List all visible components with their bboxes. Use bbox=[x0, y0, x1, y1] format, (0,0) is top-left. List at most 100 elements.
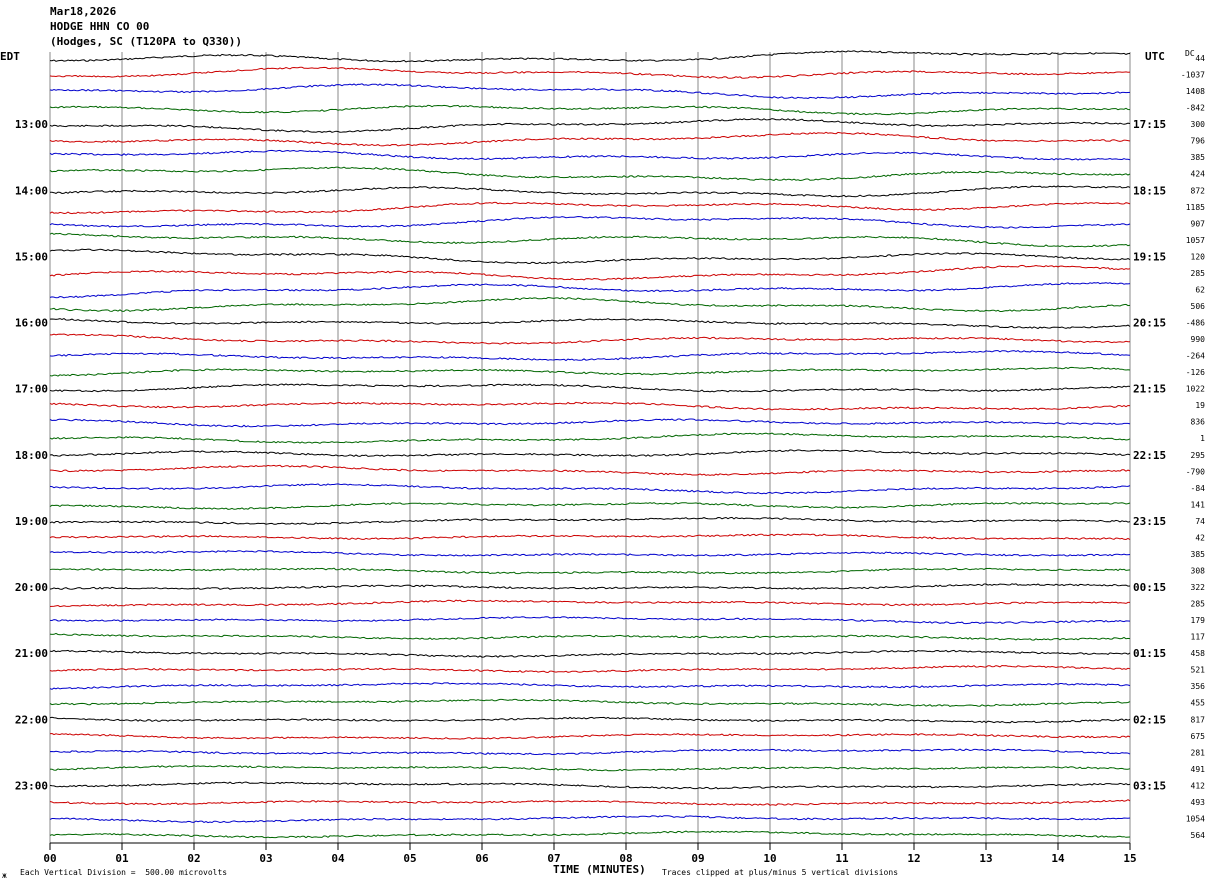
dc-offset-label: 385 bbox=[1191, 153, 1206, 162]
trace-line bbox=[49, 815, 1131, 824]
trace-line bbox=[49, 232, 1131, 248]
trace-line bbox=[50, 333, 1130, 345]
dc-offset-label: 836 bbox=[1191, 418, 1206, 427]
dc-offset-label: 907 bbox=[1191, 219, 1206, 228]
x-tick-label: 02 bbox=[187, 852, 200, 865]
dc-offset-label: 564 bbox=[1191, 831, 1206, 840]
x-tick-label: 07 bbox=[547, 852, 560, 865]
scale-note: Each Vertical Division = 500.00 microvol… bbox=[20, 868, 228, 877]
trace-line bbox=[49, 350, 1131, 362]
trace-line bbox=[49, 118, 1131, 133]
trace-line bbox=[49, 432, 1131, 444]
dc-offset-label: 675 bbox=[1191, 732, 1206, 741]
trace-line bbox=[49, 567, 1131, 575]
dc-offset-label: 356 bbox=[1191, 682, 1206, 691]
trace-line bbox=[49, 104, 1131, 116]
trace-line bbox=[49, 215, 1131, 229]
x-tick-label: 13 bbox=[979, 852, 992, 865]
trace-line bbox=[49, 516, 1131, 525]
x-tick-label: 12 bbox=[907, 852, 920, 865]
dc-offset-label: -790 bbox=[1186, 467, 1205, 476]
dc-offset-label: 455 bbox=[1191, 699, 1206, 708]
trace-line bbox=[49, 501, 1131, 510]
hour-label-right: 23:15 bbox=[1133, 515, 1166, 528]
trace-line bbox=[49, 799, 1131, 806]
hour-label-left: 14:00 bbox=[15, 184, 48, 197]
trace-line bbox=[49, 264, 1131, 281]
dc-offset-label: 74 bbox=[1195, 517, 1205, 526]
dc-offset-label: 424 bbox=[1191, 170, 1206, 179]
dc-offset-label: 44 bbox=[1195, 54, 1205, 63]
dc-offset-label: -486 bbox=[1186, 319, 1205, 328]
dc-offset-label: 19 bbox=[1195, 401, 1205, 410]
dc-offset-label: 491 bbox=[1191, 765, 1206, 774]
trace-line bbox=[49, 732, 1131, 740]
trace-line bbox=[49, 550, 1131, 557]
dc-offset-label: -842 bbox=[1186, 104, 1205, 113]
trace-line bbox=[49, 664, 1131, 674]
hour-label-right: 00:15 bbox=[1133, 581, 1166, 594]
hour-label-right: 20:15 bbox=[1133, 317, 1166, 330]
dc-offset-label: 493 bbox=[1191, 798, 1206, 807]
hour-label-left: 19:00 bbox=[15, 515, 48, 528]
dc-offset-label: 412 bbox=[1191, 781, 1206, 790]
left-timezone-label: EDT bbox=[0, 50, 20, 63]
dc-offset-label: 300 bbox=[1191, 120, 1206, 129]
trace-line bbox=[49, 682, 1131, 690]
trace-line bbox=[49, 318, 1131, 330]
trace-line bbox=[49, 748, 1131, 756]
trace-line bbox=[49, 583, 1131, 590]
hour-label-left: 15:00 bbox=[15, 250, 48, 263]
hour-label-right: 03:15 bbox=[1133, 779, 1166, 792]
dc-offset-label: -126 bbox=[1186, 368, 1205, 377]
hour-label-left: 21:00 bbox=[15, 647, 48, 660]
trace-line bbox=[49, 698, 1131, 707]
trace-line bbox=[49, 483, 1131, 495]
trace-line bbox=[50, 464, 1131, 476]
dc-offset-label: 458 bbox=[1191, 649, 1206, 658]
header-location: (Hodges, SC (T120PA to Q330)) bbox=[50, 35, 243, 48]
hour-label-left: 17:00 bbox=[15, 383, 48, 396]
dc-offset-label: 42 bbox=[1195, 533, 1205, 542]
trace-line bbox=[49, 296, 1131, 312]
clip-note: Traces clipped at plus/minus 5 vertical … bbox=[662, 868, 899, 877]
hour-label-right: 21:15 bbox=[1133, 383, 1166, 396]
right-timezone-label: UTC bbox=[1145, 50, 1165, 63]
trace-line bbox=[49, 281, 1131, 299]
hour-label-left: 16:00 bbox=[15, 317, 48, 330]
dc-offset-label: 308 bbox=[1191, 566, 1206, 575]
dc-offset-label: 1054 bbox=[1186, 814, 1205, 823]
dc-offset-label: 506 bbox=[1191, 302, 1206, 311]
dc-offset-label: 120 bbox=[1191, 252, 1206, 261]
header-station: HODGE HHN CO 00 bbox=[50, 20, 150, 33]
dc-offset-label: 1185 bbox=[1186, 203, 1205, 212]
dc-offset-label: -264 bbox=[1186, 352, 1205, 361]
hour-label-right: 02:15 bbox=[1133, 713, 1166, 726]
x-tick-label: 10 bbox=[763, 852, 776, 865]
dc-offset-label: 117 bbox=[1191, 633, 1206, 642]
dc-offset-label: 281 bbox=[1191, 748, 1206, 757]
trace-line bbox=[49, 166, 1131, 182]
dc-offset-label: 285 bbox=[1191, 269, 1206, 278]
dc-offset-label: 62 bbox=[1195, 285, 1205, 294]
trace-line bbox=[50, 185, 1131, 198]
trace-line bbox=[49, 716, 1131, 724]
x-tick-label: 00 bbox=[43, 852, 56, 865]
dc-label: DC bbox=[1185, 49, 1195, 58]
header-date: Mar18,2026 bbox=[50, 5, 117, 18]
x-tick-label: 14 bbox=[1051, 852, 1065, 865]
trace-line bbox=[49, 632, 1131, 641]
trace-line bbox=[49, 366, 1131, 377]
trace-line bbox=[49, 616, 1131, 625]
trace-line bbox=[49, 418, 1131, 428]
trace-line bbox=[49, 765, 1131, 772]
x-tick-label: 06 bbox=[475, 852, 489, 865]
hour-label-left: 20:00 bbox=[15, 581, 48, 594]
dc-offset-label: 796 bbox=[1191, 137, 1206, 146]
trace-line bbox=[49, 66, 1131, 79]
x-tick-label: 09 bbox=[691, 852, 704, 865]
trace-line bbox=[49, 383, 1131, 393]
dc-offset-label: 385 bbox=[1191, 550, 1206, 559]
trace-line bbox=[49, 131, 1131, 147]
